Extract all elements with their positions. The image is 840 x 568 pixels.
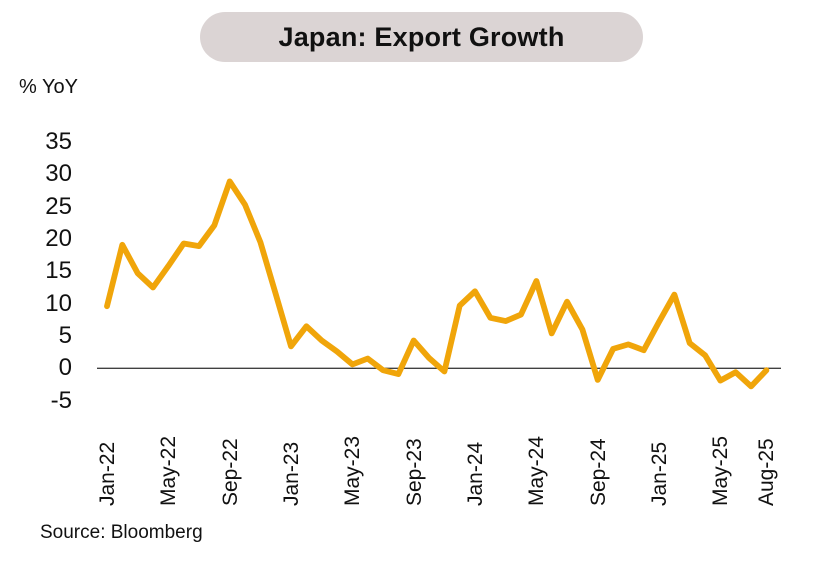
y-tick-label: 10 <box>45 289 72 317</box>
x-tick-label: May-22 <box>157 435 181 506</box>
y-tick-label: 0 <box>58 354 72 382</box>
y-tick-label: 15 <box>45 257 72 285</box>
source-caption: Source: Bloomberg <box>40 522 203 543</box>
y-tick-label: 20 <box>45 225 72 252</box>
x-tick-label: May-25 <box>709 435 733 506</box>
x-tick-label: Jan-24 <box>464 441 487 506</box>
y-tick-label: -5 <box>50 386 72 414</box>
y-tick-label: 25 <box>45 192 72 220</box>
chart-title: Japan: Export Growth <box>278 21 565 52</box>
y-axis-unit-label: % YoY <box>19 76 78 98</box>
x-tick-label: Aug-25 <box>755 438 779 506</box>
x-tick-label: Jan-23 <box>280 441 303 506</box>
x-tick-label: Jan-22 <box>96 441 119 506</box>
y-tick-label: 35 <box>45 128 72 155</box>
x-tick-label: Sep-22 <box>218 438 242 506</box>
chart-title-pill: Japan: Export Growth <box>200 12 643 62</box>
x-tick-label: Jan-25 <box>648 441 672 506</box>
x-tick-label: May-23 <box>341 435 365 506</box>
y-tick-label: 30 <box>45 160 72 188</box>
y-tick-label: 5 <box>58 322 72 349</box>
x-tick-label: May-24 <box>525 435 549 506</box>
x-tick-label: Sep-23 <box>402 438 426 506</box>
export-growth-line <box>104 178 770 390</box>
x-tick-label: Sep-24 <box>586 438 610 506</box>
